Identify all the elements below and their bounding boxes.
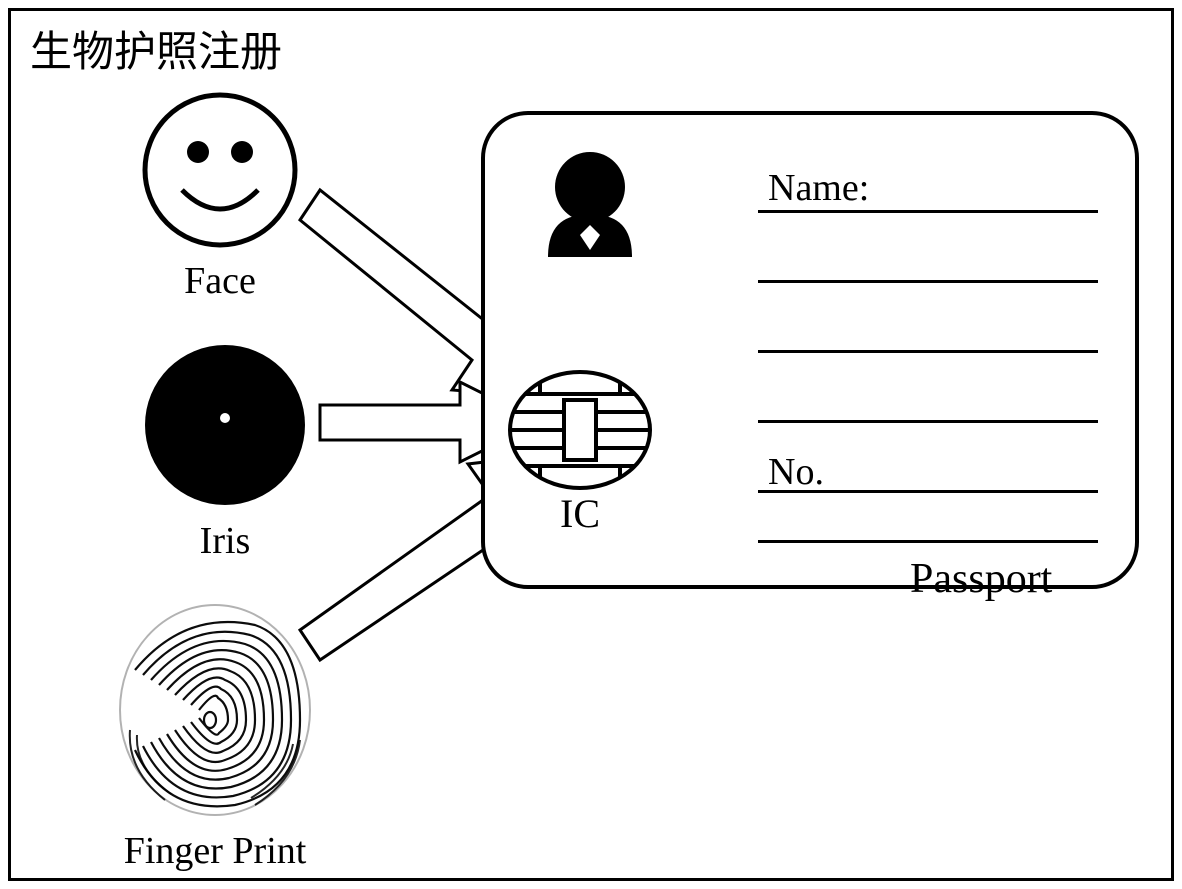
diagram-title: 生物护照注册 <box>30 18 282 79</box>
field-line-3 <box>758 350 1098 353</box>
field-line-1 <box>758 210 1098 213</box>
no-field-label: No. <box>768 450 824 494</box>
name-field-label: Name: <box>768 166 869 210</box>
face-label: Face <box>140 259 300 303</box>
iris-biometric: Iris <box>140 340 310 563</box>
field-line-5 <box>758 490 1098 493</box>
field-line-6 <box>758 540 1098 543</box>
ic-chip-icon <box>510 372 650 488</box>
field-line-4 <box>758 420 1098 423</box>
ic-label: IC <box>560 490 600 537</box>
fingerprint-biometric: Finger Print <box>100 590 330 873</box>
fingerprint-icon <box>100 590 330 820</box>
face-icon <box>140 90 300 250</box>
face-biometric: Face <box>140 90 300 303</box>
passport-card-label: Passport <box>910 555 1052 603</box>
field-line-2 <box>758 280 1098 283</box>
iris-icon <box>140 340 310 510</box>
fingerprint-label: Finger Print <box>100 829 330 873</box>
iris-label: Iris <box>140 519 310 563</box>
